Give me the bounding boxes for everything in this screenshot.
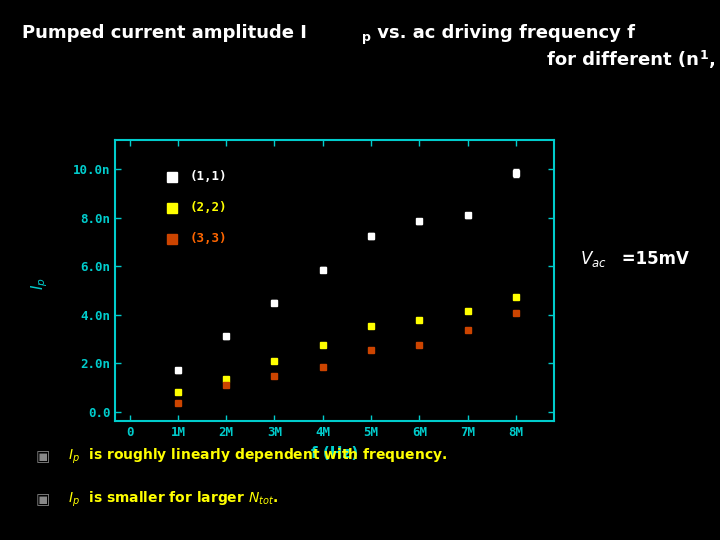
Text: ▣: ▣	[36, 492, 50, 507]
Text: , n: , n	[709, 51, 720, 69]
Text: (1,1): (1,1)	[190, 171, 228, 184]
Text: $I_p$  is smaller for larger $N_{tot}$.: $I_p$ is smaller for larger $N_{tot}$.	[68, 490, 279, 509]
X-axis label: f (Hz): f (Hz)	[311, 446, 359, 461]
Text: =15mV: =15mV	[616, 250, 688, 268]
Text: p: p	[362, 31, 371, 44]
Text: $V_{ac}$: $V_{ac}$	[580, 249, 606, 269]
Text: (2,2): (2,2)	[190, 201, 228, 214]
Text: $I_p$  is roughly linearly dependent with frequency.: $I_p$ is roughly linearly dependent with…	[68, 447, 448, 466]
Text: vs. ac driving frequency f: vs. ac driving frequency f	[371, 24, 635, 42]
Text: (3,3): (3,3)	[190, 232, 228, 245]
Text: 1: 1	[700, 49, 708, 62]
Text: for different (n: for different (n	[546, 51, 698, 69]
Text: Pumped current amplitude I: Pumped current amplitude I	[22, 24, 307, 42]
Text: $I_p$: $I_p$	[30, 277, 50, 290]
Text: ▣: ▣	[36, 449, 50, 464]
